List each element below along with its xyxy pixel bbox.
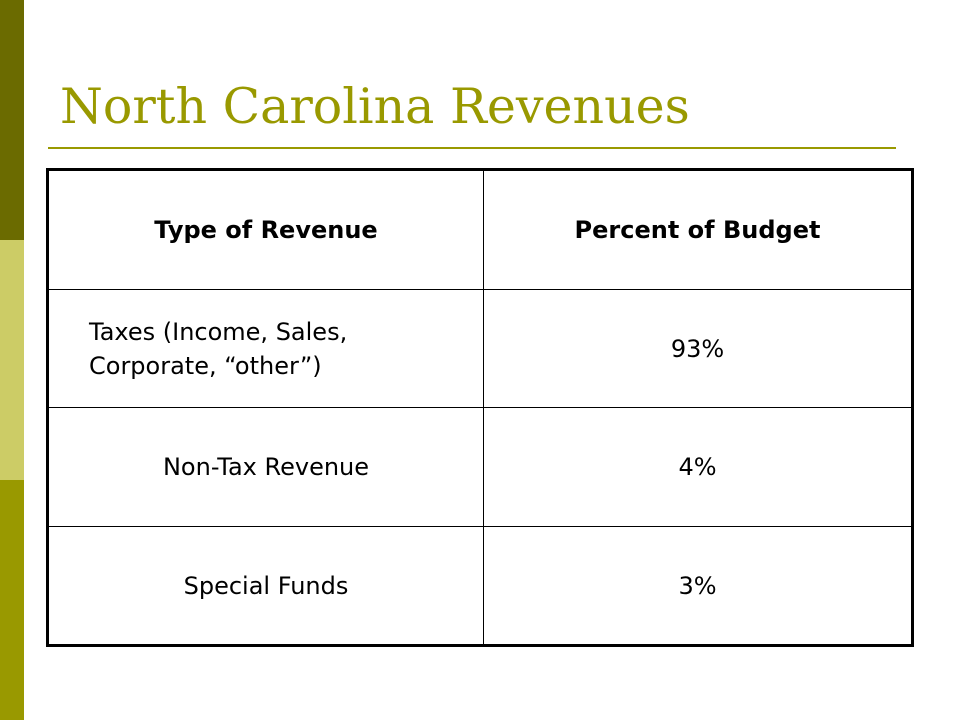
title-underline bbox=[48, 147, 896, 149]
revenue-type-line: Corporate, “other”) bbox=[89, 351, 322, 380]
side-bar-top bbox=[0, 0, 24, 240]
revenue-type-cell: Taxes (Income, Sales, Corporate, “other”… bbox=[47, 289, 484, 408]
table-header-row: Type of Revenue Percent of Budget bbox=[47, 169, 913, 290]
percent-cell: 4% bbox=[483, 407, 913, 527]
revenue-type-cell: Special Funds bbox=[47, 526, 484, 646]
revenue-type-line: Taxes (Income, Sales, bbox=[89, 317, 348, 346]
percent-cell: 93% bbox=[483, 289, 913, 408]
side-bar-bottom bbox=[0, 480, 24, 720]
header-type-of-revenue: Type of Revenue bbox=[47, 169, 484, 290]
table-row: Taxes (Income, Sales, Corporate, “other”… bbox=[47, 289, 913, 408]
header-percent-of-budget: Percent of Budget bbox=[483, 169, 913, 290]
revenue-type-cell: Non-Tax Revenue bbox=[47, 407, 484, 527]
table-row: Non-Tax Revenue 4% bbox=[47, 407, 913, 527]
table-row: Special Funds 3% bbox=[47, 526, 913, 646]
percent-cell: 3% bbox=[483, 526, 913, 646]
revenue-table: Type of Revenue Percent of Budget Taxes … bbox=[46, 168, 914, 647]
side-bar-middle bbox=[0, 240, 24, 480]
slide-title: North Carolina Revenues bbox=[60, 78, 690, 135]
